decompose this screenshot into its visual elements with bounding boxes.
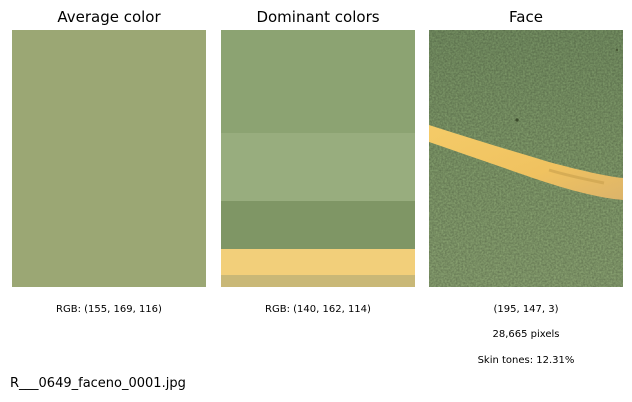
average-rgb-caption: RGB: (155, 169, 116): [56, 304, 162, 315]
face-skin-tones: Skin tones: 12.31%: [477, 355, 575, 366]
average-color-title: Average color: [57, 8, 161, 26]
face-crop-svg: [429, 30, 623, 287]
face-rgb-caption: (195, 147, 3): [493, 304, 559, 315]
dominant-rgb-caption: RGB: (140, 162, 114): [265, 304, 371, 315]
dominant-colors-swatch: [221, 30, 415, 287]
dominant-color-stripe: [221, 133, 415, 201]
dark-speck: [515, 118, 519, 122]
dominant-color-stripe: [221, 30, 415, 133]
yellow-field-line: [429, 125, 623, 200]
face-title: Face: [509, 8, 543, 26]
dominant-color-stripe: [221, 275, 415, 287]
face-crop-image: [429, 30, 623, 287]
dark-speck: [615, 48, 619, 52]
image-filename: R___0649_faceno_0001.jpg: [10, 376, 186, 391]
dominant-color-stripe: [221, 249, 415, 275]
dominant-color-stripe: [221, 201, 415, 249]
average-color-swatch: [12, 30, 206, 287]
face-pixel-count: 28,665 pixels: [492, 329, 560, 340]
line-shadow: [548, 168, 605, 185]
dominant-colors-title: Dominant colors: [256, 8, 380, 26]
